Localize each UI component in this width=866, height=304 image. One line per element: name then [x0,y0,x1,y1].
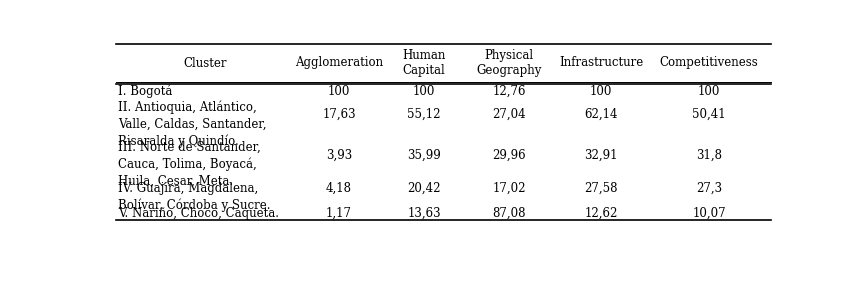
Text: 1,17: 1,17 [326,207,352,220]
Text: 100: 100 [590,85,612,98]
Text: 87,08: 87,08 [493,207,526,220]
Text: 12,76: 12,76 [493,85,526,98]
Text: V. Nariño, Choco, Caqueta.: V. Nariño, Choco, Caqueta. [119,207,280,220]
Text: 31,8: 31,8 [696,148,722,161]
Text: 3,93: 3,93 [326,148,352,161]
Text: 13,63: 13,63 [407,207,441,220]
Text: 27,3: 27,3 [696,182,722,195]
Text: 100: 100 [328,85,350,98]
Text: Agglomeration: Agglomeration [295,56,383,69]
Text: Cluster: Cluster [183,57,227,71]
Text: I. Bogotá: I. Bogotá [119,85,172,98]
Text: 17,02: 17,02 [493,182,526,195]
Text: 62,14: 62,14 [585,108,617,121]
Text: IV. Guajira, Magdalena,
Bolívar, Córdoba y Sucre.: IV. Guajira, Magdalena, Bolívar, Córdoba… [119,182,271,212]
Text: III. Norte de Santander,
Cauca, Tolima, Boyacá,
Huila, Cesar, Meta.: III. Norte de Santander, Cauca, Tolima, … [119,141,261,188]
Text: 35,99: 35,99 [407,148,441,161]
Text: 17,63: 17,63 [322,108,356,121]
Text: 27,04: 27,04 [493,108,527,121]
Text: II. Antioquia, Atlántico,
Valle, Caldas, Santander,
Risaralda y Quindío.: II. Antioquia, Atlántico, Valle, Caldas,… [119,101,267,148]
Text: 12,62: 12,62 [585,207,617,220]
Text: 29,96: 29,96 [493,148,527,161]
Text: 4,18: 4,18 [326,182,352,195]
Text: 100: 100 [698,85,721,98]
Text: Competitiveness: Competitiveness [660,56,759,69]
Text: 27,58: 27,58 [585,182,617,195]
Text: 32,91: 32,91 [585,148,617,161]
Text: Infrastructure: Infrastructure [559,56,643,69]
Text: 55,12: 55,12 [407,108,441,121]
Text: Physical
Geography: Physical Geography [476,49,542,77]
Text: 100: 100 [413,85,436,98]
Text: 20,42: 20,42 [407,182,441,195]
Text: 50,41: 50,41 [692,108,726,121]
Text: 10,07: 10,07 [692,207,726,220]
Text: Human
Capital: Human Capital [403,49,446,77]
